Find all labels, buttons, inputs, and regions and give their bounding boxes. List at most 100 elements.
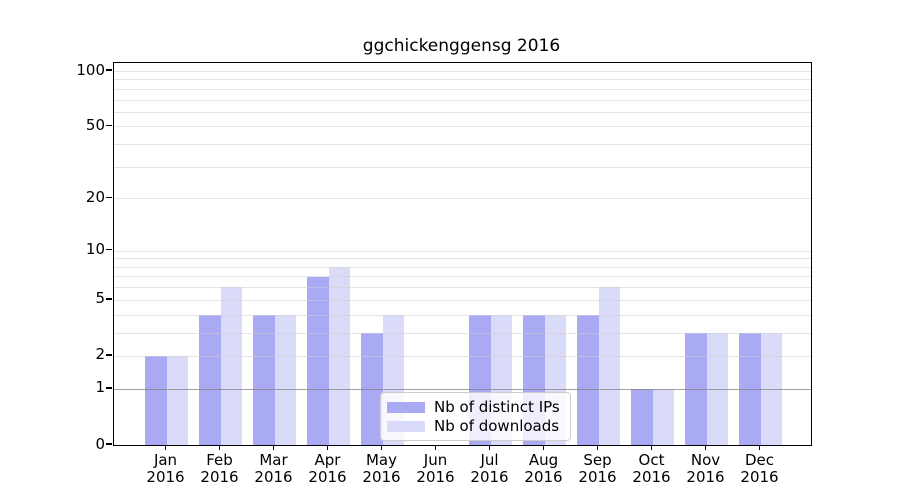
x-tick-year: 2016 <box>740 468 779 486</box>
gridline-y-3 <box>114 332 811 334</box>
x-tick-month: Feb <box>206 451 233 469</box>
x-tick-label-jan: Jan 2016 <box>139 452 193 486</box>
bar-downloads-feb <box>220 287 242 445</box>
x-tick-month: Jun <box>423 451 448 469</box>
bar-distinct-ips-sep <box>577 314 599 445</box>
gridline-y-20 <box>114 198 811 200</box>
x-tick-year: 2016 <box>200 468 239 486</box>
x-tick-month: Aug <box>528 451 559 469</box>
legend-box: Nb of distinct IPs Nb of downloads <box>380 392 571 441</box>
x-tick-label-dec: Dec 2016 <box>733 452 787 486</box>
y-tick-mark-10 <box>106 248 112 251</box>
x-tick-year: 2016 <box>578 468 617 486</box>
legend-label-downloads: Nb of downloads <box>434 417 560 435</box>
y-tick-mark-5 <box>106 298 112 300</box>
x-tick-mark-jan <box>164 445 167 450</box>
gridline-y-4 <box>114 314 811 316</box>
plot-area <box>113 62 812 446</box>
y-tick-label-1: 1 <box>95 378 105 397</box>
x-tick-mark-sep <box>596 445 599 450</box>
gridline-y-7 <box>114 276 811 278</box>
gridline-y-90 <box>114 79 811 81</box>
x-tick-label-jul: Jul 2016 <box>463 452 517 486</box>
x-tick-mark-apr <box>326 445 329 450</box>
x-tick-mark-aug <box>542 445 545 450</box>
x-tick-mark-jul <box>488 445 491 450</box>
x-tick-mark-feb <box>218 445 221 450</box>
legend-swatch-distinct-ips <box>387 401 425 413</box>
chart-title: ggchickenggensg 2016 <box>362 36 561 56</box>
y-tick-mark-1 <box>106 387 112 389</box>
x-tick-mark-nov <box>704 445 707 450</box>
x-tick-label-jun: Jun 2016 <box>409 452 463 486</box>
x-tick-mark-oct <box>650 445 653 450</box>
x-tick-label-oct: Oct 2016 <box>625 452 679 486</box>
x-tick-year: 2016 <box>146 468 185 486</box>
bar-distinct-ips-jan <box>145 355 167 445</box>
bar-distinct-ips-feb <box>199 314 221 445</box>
x-tick-year: 2016 <box>632 468 671 486</box>
x-tick-year: 2016 <box>470 468 509 486</box>
gridline-y-8 <box>114 266 811 268</box>
x-tick-year: 2016 <box>686 468 725 486</box>
y-tick-mark-50 <box>106 124 112 127</box>
gridline-y-9 <box>114 258 811 260</box>
x-tick-month: Sep <box>583 451 612 469</box>
y-tick-mark-0 <box>106 443 112 445</box>
legend-swatch-downloads <box>387 420 425 432</box>
y-tick-label-50: 50 <box>85 115 105 134</box>
x-tick-month: Oct <box>638 451 665 469</box>
bar-distinct-ips-oct <box>631 388 653 445</box>
x-tick-mark-jun <box>434 445 437 450</box>
x-tick-mark-dec <box>758 445 761 450</box>
y-tick-mark-100 <box>106 69 112 71</box>
x-tick-mark-mar <box>272 445 275 450</box>
x-tick-month: May <box>365 451 397 469</box>
bar-distinct-ips-apr <box>307 276 329 445</box>
y-tick-label-100: 100 <box>76 60 105 79</box>
gridline-y-60 <box>114 111 811 113</box>
bar-downloads-mar <box>274 314 296 445</box>
gridline-y-100 <box>114 71 811 72</box>
gridline-y-30 <box>114 166 811 168</box>
gridline-y-2 <box>114 355 811 357</box>
y-tick-label-0: 0 <box>95 434 105 453</box>
x-tick-label-mar: Mar 2016 <box>247 452 301 486</box>
x-tick-year: 2016 <box>362 468 401 486</box>
bar-downloads-sep <box>598 287 620 445</box>
x-tick-label-may: May 2016 <box>355 452 409 486</box>
gridline-y-10 <box>114 250 811 252</box>
gridline-y-40 <box>114 144 811 146</box>
x-tick-label-apr: Apr 2016 <box>301 452 355 486</box>
x-tick-month: Apr <box>314 451 341 469</box>
gridline-y-1 <box>114 388 811 391</box>
x-tick-label-aug: Aug 2016 <box>517 452 571 486</box>
x-tick-year: 2016 <box>308 468 347 486</box>
gridline-y-50 <box>114 126 811 128</box>
x-tick-mark-may <box>380 445 383 450</box>
x-tick-year: 2016 <box>416 468 455 486</box>
gridline-y-80 <box>114 88 811 90</box>
gridline-y-6 <box>114 287 811 289</box>
bar-downloads-oct <box>652 388 674 445</box>
bar-downloads-jan <box>166 355 188 445</box>
x-tick-label-feb: Feb 2016 <box>193 452 247 486</box>
legend-entry-distinct-ips: Nb of distinct IPs <box>387 399 560 415</box>
x-tick-month: Nov <box>690 451 721 469</box>
x-tick-month: Dec <box>744 451 775 469</box>
y-tick-label-10: 10 <box>85 240 105 259</box>
y-tick-mark-20 <box>106 196 112 199</box>
y-tick-label-5: 5 <box>95 289 105 308</box>
y-tick-label-20: 20 <box>85 187 105 206</box>
x-tick-year: 2016 <box>524 468 563 486</box>
bar-distinct-ips-mar <box>253 314 275 445</box>
legend-label-distinct-ips: Nb of distinct IPs <box>434 398 560 416</box>
gridline-y-5 <box>114 299 811 301</box>
x-tick-month: Mar <box>259 451 288 469</box>
gridline-y-70 <box>114 99 811 101</box>
x-tick-month: Jan <box>153 451 178 469</box>
x-tick-label-sep: Sep 2016 <box>571 452 625 486</box>
x-tick-year: 2016 <box>254 468 293 486</box>
y-tick-mark-2 <box>106 354 112 356</box>
